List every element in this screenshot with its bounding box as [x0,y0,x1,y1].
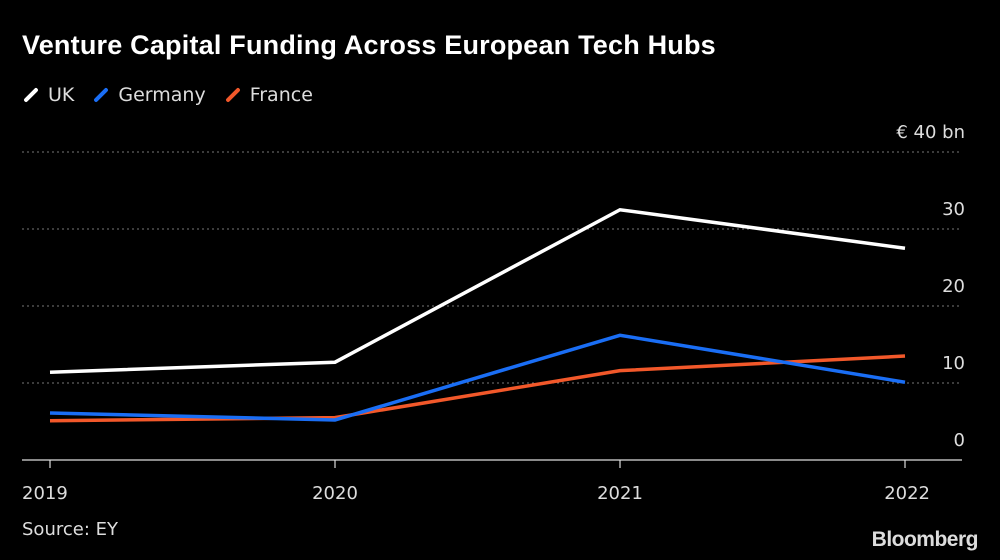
chart-title: Venture Capital Funding Across European … [22,30,716,60]
y-tick-label: 0 [954,430,965,451]
bloomberg-logo: Bloomberg [871,528,979,551]
x-tick-label: 2021 [597,483,643,504]
x-tick-label: 2020 [312,483,358,504]
legend: UK Germany France [22,84,313,106]
x-tick-label: 2022 [884,483,930,504]
legend-label: Germany [118,84,206,106]
y-tick-label: 10 [942,353,965,374]
y-tick-label: € 40 bn [896,122,965,143]
series-line-france [49,354,906,423]
source-note: Source: EY [22,519,118,540]
x-tick-label: 2019 [22,483,68,504]
series-line-uk [49,207,906,374]
y-tick-label: 30 [942,199,965,220]
legend-item-germany: Germany [92,84,206,106]
legend-item-uk: UK [22,84,74,106]
series-line-germany [49,333,906,422]
legend-label: UK [48,84,75,106]
legend-item-france: France [224,84,313,106]
y-tick-label: 20 [942,276,965,297]
legend-label: France [249,84,313,106]
